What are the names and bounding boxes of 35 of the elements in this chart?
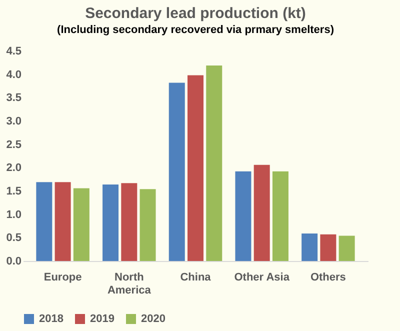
bar <box>338 236 355 261</box>
bar <box>168 82 185 261</box>
bar <box>320 234 336 261</box>
x-tick-label: Europe <box>44 272 82 284</box>
x-tick-label: Others <box>310 272 346 284</box>
bar <box>302 233 318 261</box>
bar <box>254 164 270 261</box>
y-tick-label: 1.5 <box>6 186 22 198</box>
bar <box>121 183 138 261</box>
y-tick-label: 2.0 <box>6 162 22 174</box>
legend-label: 2018 <box>39 313 64 325</box>
y-tick-label: 4.0 <box>6 68 22 81</box>
x-tick-label: North America <box>107 272 152 296</box>
legend-label: 2020 <box>141 313 166 325</box>
y-tick-label: 0.5 <box>6 232 22 244</box>
bar <box>140 189 156 261</box>
y-tick-label: 1.0 <box>6 208 22 221</box>
x-tick-label: China <box>180 272 212 284</box>
legend-label: 2019 <box>90 313 114 325</box>
y-tick-label: 2.5 <box>6 138 22 151</box>
y-tick-label: 3.0 <box>6 116 22 128</box>
bar <box>73 188 90 261</box>
chart-subtitle: (Including secondary recovered via prmary smelters) <box>57 24 334 36</box>
bar <box>54 182 71 261</box>
x-tick-label: Other Asia <box>234 272 290 284</box>
y-tick-label: 4.5 <box>6 46 22 58</box>
bar <box>206 65 222 261</box>
bar <box>272 171 288 261</box>
y-tick-label: 3.5 <box>6 92 22 104</box>
chart-title: Secondary lead production (kt) <box>85 5 306 22</box>
bar <box>36 182 52 261</box>
y-tick-label: 0.0 <box>6 256 22 268</box>
bar <box>102 184 119 261</box>
bar <box>188 75 204 261</box>
bar <box>235 171 252 261</box>
